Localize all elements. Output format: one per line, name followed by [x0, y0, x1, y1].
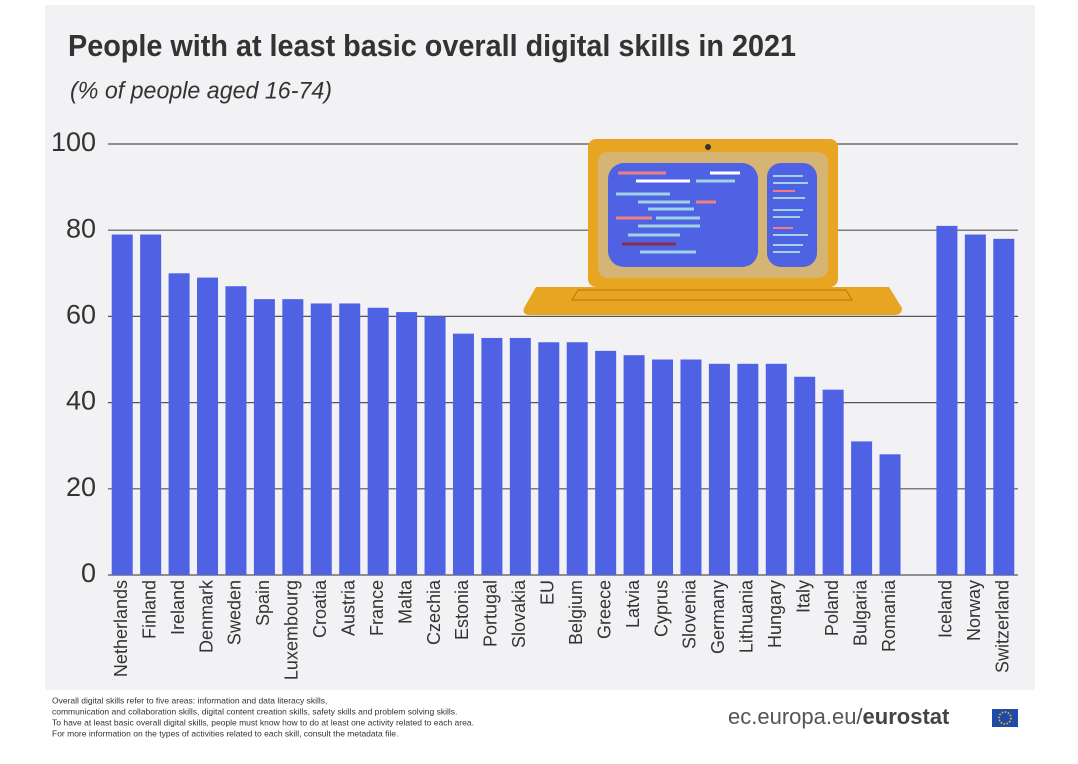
y-tick-label: 40	[66, 386, 96, 416]
source: ec.europa.eu/eurostat	[728, 704, 950, 729]
x-tick-label: Spain	[253, 580, 273, 626]
bar	[481, 337, 503, 575]
x-tick-label: Luxembourg	[282, 580, 302, 680]
bar	[339, 303, 361, 575]
bar	[765, 363, 787, 575]
y-tick-label: 60	[66, 300, 96, 330]
x-tick-label: Estonia	[452, 579, 472, 640]
x-tick-label: Slovakia	[509, 579, 529, 648]
bar	[964, 234, 986, 575]
x-tick-label: Croatia	[310, 579, 330, 638]
bar	[595, 350, 617, 575]
x-tick-label: Denmark	[196, 579, 216, 653]
bar	[879, 454, 901, 575]
x-tick-label: Austria	[338, 579, 358, 636]
y-tick-label: 80	[66, 213, 96, 243]
x-tick-label: Italy	[793, 580, 813, 613]
chart-subtitle: (% of people aged 16-74)	[70, 77, 332, 104]
bar	[396, 312, 418, 575]
bar	[794, 376, 816, 575]
x-tick-label: Bulgaria	[850, 579, 870, 646]
chart-title: People with at least basic overall digit…	[68, 28, 796, 63]
y-tick-label: 20	[66, 472, 96, 502]
x-tick-label: Finland	[139, 580, 159, 639]
bar	[737, 363, 759, 575]
bar	[225, 286, 247, 575]
notes: Overall digital skills refer to five are…	[52, 695, 474, 738]
x-tick-label: Slovenia	[680, 579, 700, 649]
x-tick-label: Poland	[822, 580, 842, 636]
bar	[822, 389, 844, 575]
x-tick-label: Cyprus	[651, 580, 671, 637]
eu-stars	[998, 711, 1012, 725]
bar	[509, 337, 531, 575]
bar	[168, 273, 190, 575]
x-tick-label: Malta	[395, 579, 415, 624]
x-tick-label: Portugal	[481, 580, 501, 647]
bar	[566, 342, 588, 575]
bar	[652, 359, 674, 575]
x-tick-label: Sweden	[225, 580, 245, 645]
y-tick-label: 0	[81, 558, 96, 588]
x-tick-label: Belgium	[566, 580, 586, 645]
y-tick-label: 100	[51, 127, 96, 157]
x-tick-label: Romania	[879, 579, 899, 652]
bar	[680, 359, 702, 575]
bar	[936, 225, 958, 575]
x-tick-label: Lithuania	[737, 579, 757, 653]
note-line: To have at least basic overall digital s…	[52, 717, 474, 727]
bar	[367, 307, 389, 575]
eu-flag	[992, 709, 1018, 727]
bar	[140, 234, 162, 575]
x-tick-label: Czechia	[424, 579, 444, 645]
x-tick-label: Ireland	[168, 580, 188, 635]
bar	[452, 333, 474, 575]
note-line: Overall digital skills refer to five are…	[52, 695, 327, 705]
x-tick-label: EU	[538, 580, 558, 605]
x-tick-label: Switzerland	[993, 580, 1013, 673]
bar	[708, 363, 730, 575]
x-tick-label: Netherlands	[111, 580, 131, 677]
x-tick-label: Iceland	[936, 580, 956, 638]
bar	[851, 441, 873, 575]
x-tick-label: Greece	[594, 580, 614, 639]
bar	[197, 277, 219, 575]
x-tick-label: Norway	[964, 580, 984, 641]
bar	[993, 238, 1015, 575]
bar	[282, 299, 304, 575]
bar	[623, 355, 645, 575]
note-line: communication and collaboration skills, …	[52, 706, 457, 716]
laptop-illustration	[523, 139, 902, 315]
bar	[310, 303, 332, 575]
x-tick-label: Hungary	[765, 580, 785, 648]
bar	[538, 342, 560, 575]
x-tick-label: France	[367, 580, 387, 636]
source-brand: eurostat	[863, 704, 950, 729]
note-line: For more information on the types of act…	[52, 728, 398, 738]
bar	[424, 316, 446, 575]
bar	[253, 299, 275, 575]
source-site: ec.europa.eu/	[728, 704, 863, 729]
bar	[111, 234, 133, 575]
x-tick-label: Germany	[708, 580, 728, 654]
x-tick-label: Latvia	[623, 579, 643, 628]
